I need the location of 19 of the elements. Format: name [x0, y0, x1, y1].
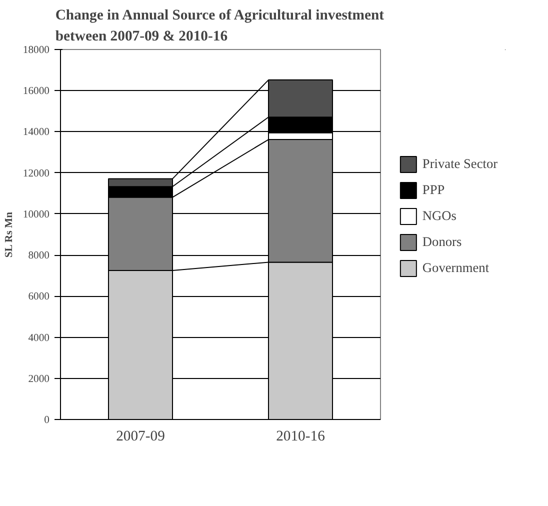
y-tick-label: 0	[44, 415, 50, 426]
legend-label: PPP	[422, 182, 445, 198]
y-axis-title: SL Rs Mn	[4, 212, 15, 258]
chart-title: Change in Annual Source of Agricultural investment between 2007-09 & 2010-16	[55, 8, 384, 44]
legend-label: Donors	[422, 234, 462, 250]
y-tick-label: 10000	[22, 209, 50, 220]
x-tick-label: 2007-09	[116, 428, 165, 444]
y-tick-label: 14000	[22, 127, 50, 138]
y-tick-label: 4000	[28, 332, 50, 344]
y-tick-label: 8000	[28, 250, 50, 262]
legend-label: NGOs	[422, 208, 456, 224]
y-tick-label: 12000	[22, 168, 50, 180]
x-tick-label: 2010-16	[276, 428, 325, 444]
y-tick-label: 18000	[22, 45, 50, 56]
y-tick-label: 6000	[28, 292, 50, 303]
y-tick-label: 16000	[22, 86, 50, 98]
y-tick-label: 2000	[28, 374, 50, 385]
legend-label: Private Sector	[422, 156, 498, 172]
legend-label: Government	[422, 260, 490, 276]
